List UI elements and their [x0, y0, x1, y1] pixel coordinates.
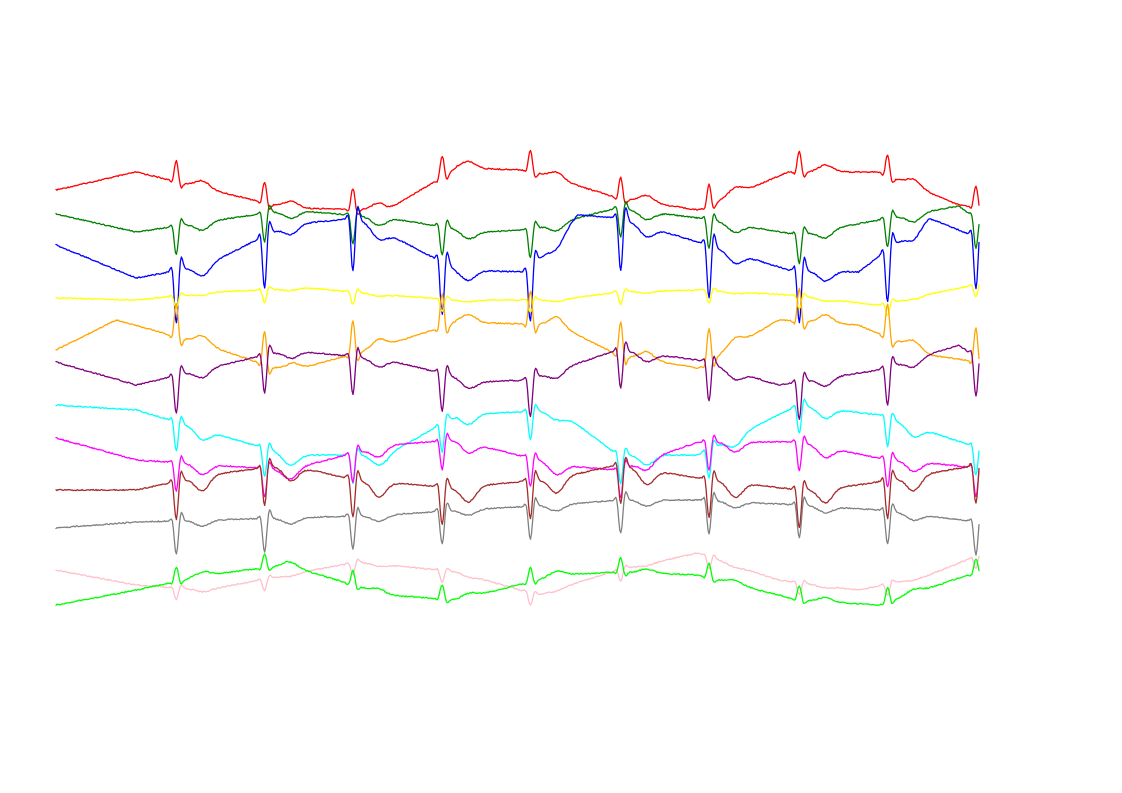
- ecg-trace-8: [55, 432, 980, 499]
- ecg-trace-3: [55, 205, 980, 324]
- ecg-trace-10: [55, 491, 980, 556]
- ecg-trace-6: [55, 341, 980, 420]
- ecg-trace-1: [55, 149, 980, 215]
- ecg-trace-11: [55, 552, 980, 606]
- ecg-trace-5: [55, 287, 980, 375]
- ecg-trace-9: [55, 456, 980, 529]
- ecg-trace-2: [55, 200, 980, 265]
- ecg-traces: [55, 149, 980, 607]
- ecg-trace-7: [55, 398, 980, 485]
- ecg-trace-12: [55, 553, 980, 607]
- ecg-trace-4: [55, 284, 980, 316]
